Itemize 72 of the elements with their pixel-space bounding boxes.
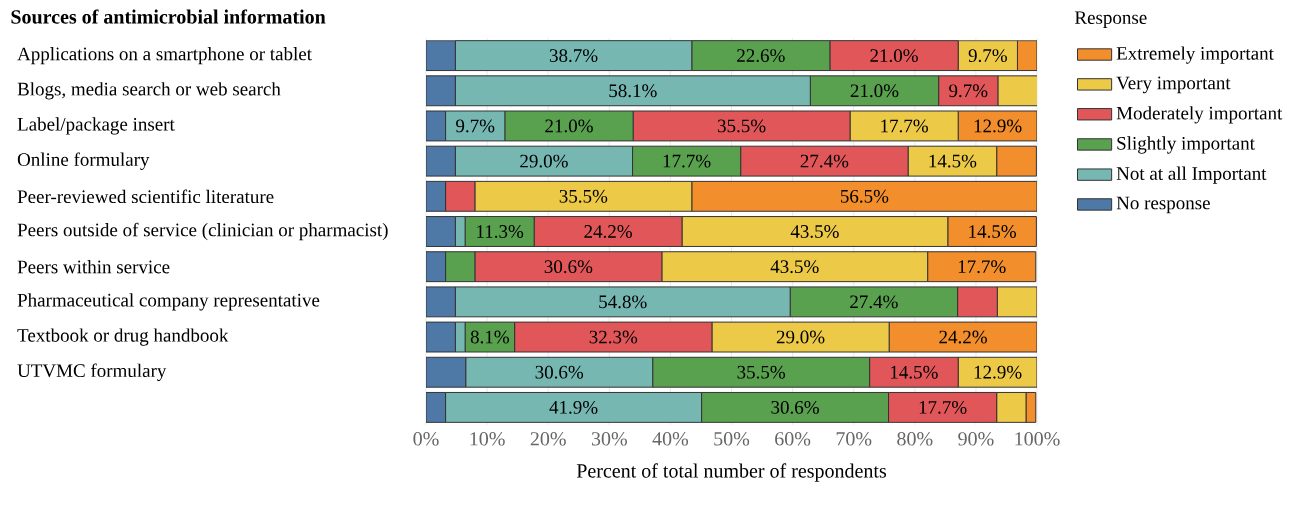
data-label: 21.0%	[870, 49, 918, 63]
x-tick-label: 10%	[470, 432, 505, 446]
data-label: 17.7%	[919, 400, 967, 414]
y-tick-label: Peers within service	[17, 260, 170, 274]
x-tick-label: 60%	[775, 432, 811, 446]
y-tick-label: Peers outside of service (clinician or pharmacist)	[17, 222, 388, 241]
data-label: 56.5%	[840, 189, 889, 203]
data-label: 22.6%	[737, 49, 785, 63]
data-label: 27.4%	[850, 295, 898, 309]
data-label: 29.0%	[520, 154, 568, 168]
data-label: 30.6%	[535, 365, 584, 379]
data-label: 32.3%	[589, 330, 638, 344]
data-label: 8.1%	[470, 330, 509, 344]
data-label: 27.4%	[800, 154, 849, 168]
x-tick-label: 90%	[958, 432, 994, 446]
x-tick-label: 70%	[836, 432, 872, 446]
x-tick-label: 0%	[413, 432, 439, 446]
x-tick-label: 40%	[652, 432, 689, 446]
x-tick-label: 30%	[591, 432, 627, 446]
y-tick-label: Peer-reviewed scientific literature	[17, 189, 274, 204]
data-label: 14.5%	[969, 225, 1016, 238]
y-tick-label: Pharmaceutical company representative	[17, 293, 320, 311]
legend-label: Not at all Important	[1116, 166, 1267, 184]
y-tick-label: Blogs, media search or web search	[17, 82, 281, 100]
data-label: 35.5%	[717, 119, 766, 133]
data-label: 14.5%	[891, 365, 938, 379]
x-tick-label: 100%	[1015, 432, 1060, 446]
data-label: 38.7%	[549, 49, 598, 63]
data-label: 21.0%	[545, 119, 593, 133]
y-tick-label: Textbook or drug handbook	[17, 328, 229, 346]
data-label: 12.9%	[974, 119, 1022, 133]
legend-label: Moderately important	[1116, 106, 1283, 124]
y-axis-title: Sources of antimicrobial information	[11, 9, 326, 24]
data-label: 24.2%	[939, 330, 987, 344]
bar	[426, 356, 467, 388]
x-tick-label: 20%	[530, 432, 566, 446]
legend-label: Very important	[1116, 76, 1231, 94]
y-tick-label: Online formulary	[17, 152, 150, 170]
legend-label: No response	[1116, 196, 1210, 214]
data-label: 11.3%	[477, 225, 524, 238]
data-label: 9.7%	[949, 84, 988, 98]
data-label: 24.2%	[584, 225, 632, 238]
data-label: 30.6%	[544, 260, 593, 274]
data-label: 17.7%	[881, 119, 928, 133]
data-label: 21.0%	[850, 84, 899, 98]
y-tick-label: Applications on a smartphone or tablet	[17, 47, 312, 65]
data-label: 35.5%	[559, 189, 608, 203]
y-tick-label: UTVMC formulary	[17, 363, 167, 381]
legend-title: Response	[1074, 11, 1147, 28]
bar	[426, 40, 456, 72]
x-tick-label: 50%	[714, 432, 750, 446]
data-label: 17.7%	[663, 154, 711, 168]
legend-label: Slightly important	[1117, 136, 1255, 154]
legend-label: Extremely important	[1116, 46, 1274, 64]
x-tick-label: 80%	[897, 432, 933, 446]
data-label: 35.5%	[737, 365, 786, 379]
bar	[426, 75, 456, 107]
data-label: 30.6%	[771, 400, 819, 414]
data-label: 29.0%	[776, 330, 825, 344]
bar	[426, 216, 456, 247]
data-label: 41.9%	[549, 400, 598, 414]
data-label: 14.5%	[929, 154, 977, 168]
y-tick-label: Label/package insert	[17, 117, 175, 135]
data-label: 17.7%	[958, 260, 1006, 274]
data-label: 12.9%	[974, 365, 1022, 379]
data-label: 9.7%	[968, 49, 1007, 63]
x-axis-title: Percent of total number of respondents	[576, 463, 887, 482]
data-label: 43.5%	[790, 225, 839, 238]
data-label: 58.1%	[609, 84, 657, 98]
data-label: 9.7%	[456, 119, 495, 133]
data-label: 43.5%	[770, 260, 819, 274]
data-label: 54.8%	[599, 295, 647, 309]
